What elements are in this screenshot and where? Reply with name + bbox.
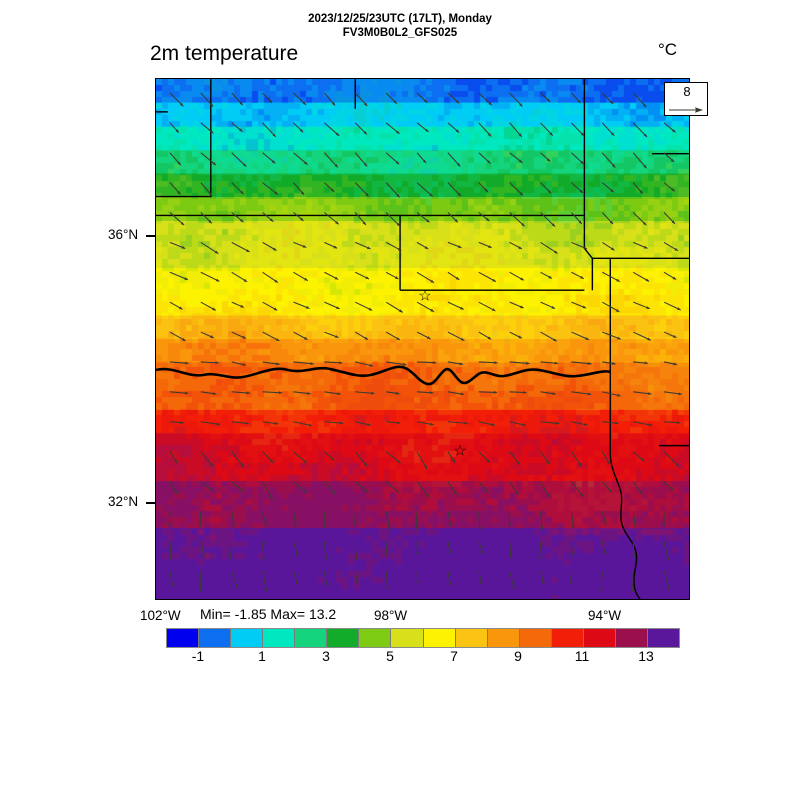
map-plot-area[interactable]: ☆ ☆ <box>155 78 690 600</box>
colorbar-segment-5 <box>327 629 360 647</box>
colorbar-segment-11 <box>519 629 552 647</box>
colorbar-segment-4 <box>295 629 328 647</box>
station-marker-north[interactable]: ☆ <box>418 287 432 305</box>
colorbar-tick-13: 13 <box>638 648 654 664</box>
wind-vector-overlay <box>167 92 682 593</box>
colorbar-segment-8 <box>423 629 456 647</box>
valid-datetime-line: 2023/12/25/23UTC (17LT), Monday <box>308 13 492 25</box>
state-boundaries <box>156 79 689 599</box>
colorbar-tick-1: 1 <box>258 648 266 664</box>
statistics-label: Min= -1.85 Max= 13.2 <box>200 606 337 622</box>
colorbar-segment-10 <box>487 629 520 647</box>
colorbar-tick-9: 9 <box>514 648 522 664</box>
colorbar-segment-9 <box>455 629 488 647</box>
lon-tick-98w: 98°W <box>374 608 408 623</box>
lon-tick-94w: 94°W <box>588 608 622 623</box>
colorbar-tick--1: -1 <box>191 648 205 664</box>
colorbar-tick-labels: -1 1 3 5 7 9 11 13 <box>166 648 678 666</box>
colorbar-segment-1 <box>199 629 232 647</box>
colorbar-segment-15 <box>647 629 679 647</box>
page-title: 2m temperature <box>150 42 299 65</box>
lat-tick-32n: 32°N <box>108 494 139 509</box>
colorbar-tick-5: 5 <box>386 648 394 664</box>
wind-reference-value: 8 <box>683 84 691 99</box>
colorbar-segment-7 <box>391 629 424 647</box>
colorbar-segment-12 <box>551 629 584 647</box>
lat-tick-36n: 36°N <box>108 227 139 242</box>
colorbar[interactable] <box>166 628 680 648</box>
colorbar-segment-14 <box>615 629 648 647</box>
lat-tickmark-32n <box>146 502 155 504</box>
model-name-line: FV3M0B0L2_GFS025 <box>342 27 458 39</box>
wind-reference-arrow <box>669 107 703 113</box>
lon-tick-102w: 102°W <box>140 608 181 623</box>
colorbar-segment-2 <box>231 629 264 647</box>
colorbar-tick-11: 11 <box>574 648 590 664</box>
units-label: °C <box>658 40 678 59</box>
station-marker-south[interactable]: ☆ <box>453 442 467 460</box>
colorbar-segment-3 <box>263 629 296 647</box>
title-block: 2023/12/25/23UTC (17LT), Monday FV3M0B0L… <box>0 12 800 40</box>
colorbar-tick-7: 7 <box>450 648 458 664</box>
colorbar-segment-13 <box>583 629 616 647</box>
wind-reference-key: 8 <box>664 82 708 116</box>
lat-tickmark-36n <box>146 235 155 237</box>
colorbar-segment-0 <box>167 629 200 647</box>
colorbar-segment-6 <box>359 629 392 647</box>
colorbar-tick-3: 3 <box>322 648 330 664</box>
